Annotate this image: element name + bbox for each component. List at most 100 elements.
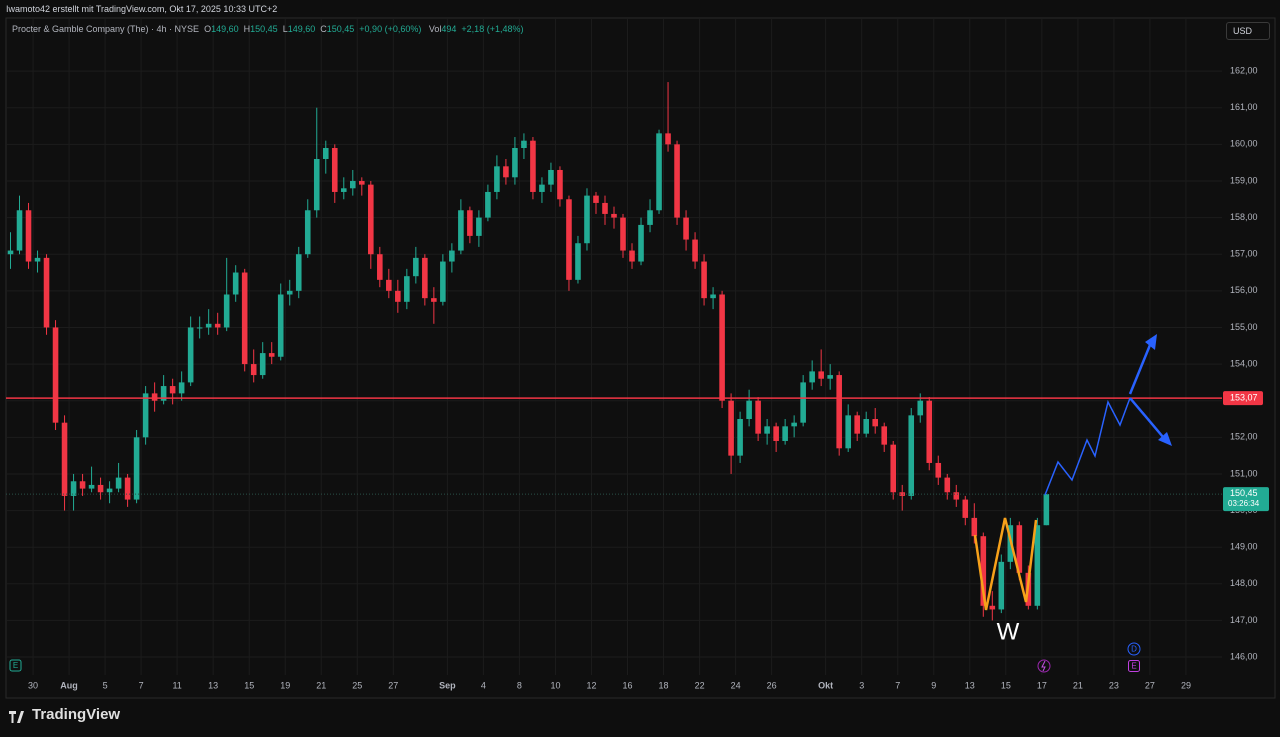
candle-body (106, 488, 113, 493)
ohlc-key: C (320, 24, 327, 34)
candle-body (782, 426, 788, 441)
projection-path[interactable] (1044, 397, 1131, 496)
symbol: Procter & Gamble Company (The) · 4h · NY… (12, 24, 200, 34)
candle-body (629, 250, 635, 262)
last-price-label: 150,45 (1230, 488, 1258, 498)
candle-body (377, 254, 383, 280)
candle-body (34, 257, 41, 262)
w-pattern-drawing[interactable] (973, 517, 1038, 611)
candle-body (872, 419, 879, 427)
y-tick-label: 162,00 (1230, 65, 1258, 75)
x-tick-label: 27 (1145, 680, 1155, 690)
candle-body (719, 294, 725, 401)
x-tick-label: 23 (1109, 680, 1119, 690)
candle-body (359, 180, 365, 185)
candle-body (710, 294, 716, 299)
candle-body (340, 188, 347, 192)
x-tick-label: 27 (388, 680, 398, 690)
x-tick-label: Sep (439, 680, 456, 690)
candle-body (440, 261, 446, 302)
candle-body (863, 419, 869, 434)
y-tick-label: 148,00 (1230, 578, 1258, 588)
ohlc-key: H (243, 24, 251, 34)
candle-body (908, 415, 915, 496)
candle-body (368, 184, 374, 255)
volume: 494 (441, 24, 457, 34)
y-tick-label: 155,00 (1230, 322, 1258, 332)
candle-body (989, 605, 996, 610)
candle-body (512, 148, 518, 178)
candle-body (521, 140, 527, 149)
y-tick-label: 149,00 (1230, 542, 1258, 552)
candle-body (746, 400, 752, 420)
candle-body (169, 386, 176, 394)
x-tick-label: 9 (931, 680, 936, 690)
candle-body (818, 371, 824, 379)
candle-body (286, 290, 293, 295)
dividend-marker-label: D (1131, 645, 1137, 654)
x-tick-label: 21 (316, 680, 326, 690)
x-tick-label: 29 (1181, 680, 1191, 690)
candle-body (647, 210, 653, 225)
candle-body (431, 298, 437, 302)
candle-body (971, 517, 978, 537)
candle-body (728, 400, 734, 456)
candle-body (250, 364, 257, 376)
y-tick-label: 161,00 (1230, 102, 1258, 112)
currency-button[interactable]: USD (1226, 22, 1270, 40)
earnings-marker[interactable] (9, 659, 22, 672)
candle-body (899, 492, 906, 496)
candle-body (881, 426, 888, 445)
candle-body (566, 199, 572, 280)
y-tick-label: 151,00 (1230, 468, 1258, 478)
candle-body (313, 158, 320, 211)
candle-body (476, 217, 482, 236)
earnings-marker[interactable] (1128, 660, 1140, 672)
projection-arrow-down[interactable] (1129, 397, 1164, 438)
split-marker[interactable] (1037, 659, 1051, 673)
candle-body (953, 492, 960, 500)
candle-body (575, 243, 581, 280)
candle-body (214, 323, 221, 328)
y-tick-label: 159,00 (1230, 175, 1258, 185)
y-tick-label: 156,00 (1230, 285, 1258, 295)
x-tick-label: 10 (550, 680, 560, 690)
projection-arrow-up[interactable] (1128, 344, 1152, 395)
candle-body (467, 210, 473, 236)
candle-body (97, 484, 104, 493)
candle-body (1034, 525, 1041, 606)
arrow-head (1158, 432, 1172, 446)
ohlc-value: 150,45 (250, 24, 278, 34)
x-tick-label: 19 (280, 680, 290, 690)
candle-body (674, 144, 680, 218)
candle-body (557, 169, 563, 200)
candle-body (322, 148, 329, 159)
candle-body (692, 239, 698, 262)
x-tick-label: 3 (859, 680, 864, 690)
price-label-bg (1223, 391, 1263, 406)
w-label: W (997, 618, 1020, 645)
candle-body (584, 195, 590, 244)
x-tick-label: 5 (103, 680, 108, 690)
candle-body (494, 166, 500, 192)
candle-body (485, 191, 491, 218)
candle-body (331, 148, 338, 192)
y-tick-label: 160,00 (1230, 139, 1258, 149)
x-tick-label: 16 (623, 680, 633, 690)
volume-key: Vol (428, 24, 442, 34)
price-label: 153,07 (1230, 393, 1258, 403)
candle-body (259, 353, 266, 376)
brand: TradingView (32, 706, 121, 723)
candle-body (809, 371, 815, 383)
dividend-marker[interactable] (1127, 642, 1141, 656)
x-tick-label: 17 (1037, 680, 1047, 690)
candle-body (998, 561, 1005, 610)
logo-icon (9, 711, 24, 723)
x-tick-label: Okt (818, 680, 833, 690)
x-tick-label: 18 (659, 680, 669, 690)
x-tick-label: 21 (1073, 680, 1083, 690)
x-tick-label: 4 (481, 680, 486, 690)
candle-body (178, 382, 185, 394)
x-tick-label: 25 (352, 680, 362, 690)
